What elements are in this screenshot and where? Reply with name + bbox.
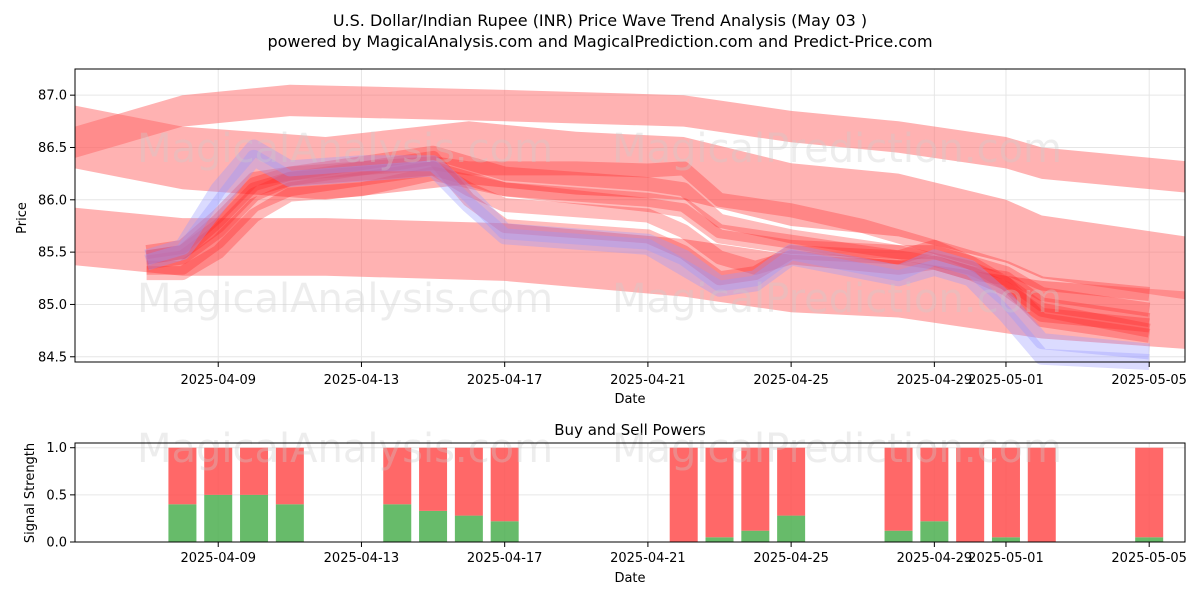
signal-plot-frame [74, 442, 1186, 543]
sell-bar [419, 447, 448, 511]
y-tick-label: 87.0 [38, 89, 67, 104]
y-tick-label: 85.0 [38, 298, 67, 313]
sell-bar [490, 447, 519, 522]
wave-line [145, 150, 1151, 343]
x-tick-label: 2025-04-21 [610, 551, 686, 566]
x-tick-label: 2025-04-13 [324, 551, 400, 566]
watermark-text: MagicalAnalysis.com [137, 276, 553, 322]
y-tick-label: 86.0 [38, 193, 67, 208]
buy-bar [275, 504, 304, 542]
wave-line [146, 166, 1151, 338]
price-watermarks: MagicalAnalysis.com MagicalPrediction.co… [137, 126, 1062, 322]
y-tick-label: 84.5 [38, 350, 67, 365]
trend-band [75, 84, 1185, 193]
buy-bar [168, 504, 197, 542]
sell-bar [884, 447, 913, 531]
sell-bar [383, 447, 412, 505]
price-x-axis-label: Date [614, 392, 645, 407]
y-tick-label: 0.0 [46, 536, 67, 551]
wave-line [145, 145, 1151, 317]
watermark-text: MagicalPrediction.com [612, 276, 1062, 322]
x-tick-label: 2025-04-09 [180, 551, 256, 566]
buy-bar [454, 515, 483, 542]
buy-bar [419, 510, 448, 542]
signal-x-axis-label: Date [614, 571, 645, 586]
watermark-text: MagicalAnalysis.com [137, 126, 553, 172]
sell-bar [204, 447, 233, 495]
buy-bar [383, 504, 412, 542]
sell-bar [956, 447, 985, 542]
buy-bar [741, 530, 770, 542]
sell-bar [920, 447, 949, 522]
sell-bar [669, 447, 698, 542]
buy-bar [204, 494, 233, 542]
buy-bar [991, 537, 1020, 542]
x-tick-label: 2025-04-21 [610, 373, 686, 388]
sell-bar [454, 447, 483, 516]
signal-bars [168, 447, 1164, 542]
y-tick-label: 1.0 [46, 441, 67, 456]
y-tick-label: 85.5 [38, 246, 67, 261]
sell-bar [777, 447, 806, 516]
x-tick-label: 2025-04-29 [897, 551, 973, 566]
signal-title: Buy and Sell Powers [554, 421, 706, 439]
x-tick-label: 2025-04-09 [180, 373, 256, 388]
sell-bar [991, 447, 1020, 538]
buy-bar [884, 530, 913, 542]
buy-bar [240, 494, 269, 542]
buy-bar [777, 515, 806, 542]
trend-band [75, 207, 1185, 349]
signal-watermarks: MagicalAnalysis.com MagicalPrediction.co… [137, 426, 1062, 472]
price-axes: 2025-04-09 2025-04-13 2025-04-17 2025-04-21… [38, 89, 1187, 388]
blue-wave-line [144, 149, 1150, 370]
sell-bar [240, 447, 269, 495]
x-tick-label: 2025-04-25 [753, 551, 829, 566]
price-plot-frame [74, 68, 1186, 363]
price-bands [75, 84, 1185, 349]
wave-line [145, 161, 1150, 333]
blue-wave-line [144, 139, 1150, 360]
sell-bar [741, 447, 770, 531]
sell-bar [1135, 447, 1164, 538]
buy-bar [920, 521, 949, 542]
price-waves [144, 139, 1151, 370]
x-tick-label: 2025-05-05 [1111, 551, 1187, 566]
x-tick-label: 2025-04-13 [324, 373, 400, 388]
wave-line [145, 156, 1150, 301]
buy-bar [490, 521, 519, 542]
watermark-text: MagicalPrediction.com [612, 126, 1062, 172]
x-tick-label: 2025-04-17 [467, 373, 543, 388]
price-y-axis-label: Price [15, 202, 30, 234]
x-tick-label: 2025-04-25 [753, 373, 829, 388]
buy-bar [1135, 537, 1164, 542]
trend-band [75, 105, 1185, 300]
y-tick-label: 86.5 [38, 141, 67, 156]
signal-axes: 2025-04-09 2025-04-13 2025-04-17 2025-04-21… [46, 441, 1187, 566]
signal-y-axis-label: Signal Strength [23, 443, 38, 543]
buy-bar [705, 537, 734, 542]
watermark-text: MagicalAnalysis.com [137, 426, 553, 472]
sell-bar [705, 447, 734, 538]
sell-bar [168, 447, 197, 505]
x-tick-label: 2025-04-17 [467, 551, 543, 566]
sell-bar [1027, 447, 1056, 542]
x-tick-label: 2025-05-05 [1111, 373, 1187, 388]
sell-bar [275, 447, 304, 505]
chart-title: U.S. Dollar/Indian Rupee (INR) Price Wav… [333, 11, 867, 30]
wave-line [146, 161, 1151, 328]
y-tick-label: 0.5 [46, 488, 67, 503]
x-tick-label: 2025-05-01 [968, 373, 1044, 388]
chart-subtitle: powered by MagicalAnalysis.com and Magic… [267, 32, 932, 51]
x-tick-label: 2025-05-01 [968, 551, 1044, 566]
watermark-text: MagicalPrediction.com [612, 426, 1062, 472]
x-tick-label: 2025-04-29 [897, 373, 973, 388]
